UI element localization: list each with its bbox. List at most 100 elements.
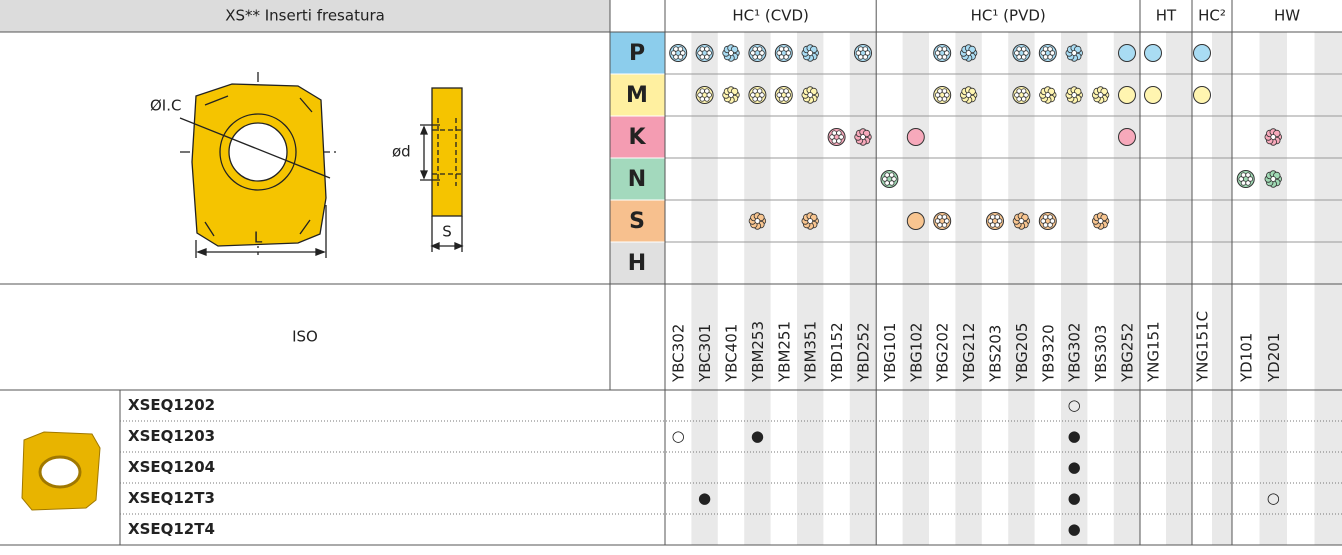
application-icon <box>854 128 872 146</box>
application-icon <box>1091 212 1110 230</box>
icon-petal <box>1245 172 1251 178</box>
column-stripe <box>1008 32 1035 545</box>
grade-label: YBC401 <box>723 324 741 383</box>
icon-petal <box>1047 222 1053 228</box>
icon-petal <box>937 54 943 60</box>
icon-petal <box>1021 88 1027 94</box>
icon-petal <box>994 214 1000 220</box>
column-stripe <box>1061 32 1088 545</box>
column-stripe <box>1314 32 1342 545</box>
icon-petal <box>990 222 996 228</box>
icon-petal <box>699 54 705 60</box>
icon-circle <box>1193 44 1211 62</box>
icon-petal <box>944 92 950 98</box>
grade-label: YD201 <box>1265 333 1283 383</box>
icon-petal <box>776 50 782 56</box>
icon-petal <box>1040 218 1046 224</box>
icon-petal <box>1047 214 1053 220</box>
column-stripe <box>849 32 877 545</box>
group-header: HC¹ (PVD) <box>971 7 1046 25</box>
icon-petal <box>704 46 710 52</box>
icon-petal <box>680 50 686 56</box>
application-icon <box>1118 44 1136 62</box>
icon-petal <box>1047 54 1053 60</box>
application-icon <box>1193 86 1211 104</box>
icon-circle <box>906 212 925 230</box>
material-letter: P <box>629 41 645 66</box>
application-icon <box>695 44 714 62</box>
icon-petal <box>750 50 756 56</box>
icon-petal <box>699 96 705 102</box>
grade-label: YNG151 <box>1145 321 1163 383</box>
icon-petal <box>1021 96 1027 102</box>
application-icon <box>1065 86 1083 104</box>
insert-thumbnail <box>21 431 101 511</box>
application-icon <box>959 86 978 104</box>
application-icon <box>1118 128 1136 146</box>
icon-petal <box>752 96 758 102</box>
icon-petal <box>783 96 789 102</box>
icon-petal <box>987 218 994 224</box>
insert-name: XSEQ1204 <box>128 458 215 476</box>
application-icon <box>748 44 767 62</box>
icon-center <box>965 50 972 56</box>
grade-label: YD101 <box>1237 333 1255 383</box>
icon-petal <box>862 54 868 60</box>
insert-drawing <box>179 72 464 258</box>
grade-label: YBG202 <box>934 323 952 383</box>
icon-petal <box>889 180 895 186</box>
icon-petal <box>1023 50 1029 56</box>
application-icon <box>695 86 714 104</box>
icon-petal <box>759 50 765 56</box>
application-icon <box>959 44 978 62</box>
material-cell <box>609 73 666 117</box>
icon-petal <box>759 92 765 98</box>
icon-petal <box>673 46 679 52</box>
application-icon <box>1038 44 1057 62</box>
icon-petal <box>882 176 888 182</box>
application-icon <box>1264 128 1282 146</box>
length-label: L <box>254 229 263 247</box>
insert-name: XSEQ12T3 <box>128 489 215 507</box>
column-stripe <box>744 32 771 545</box>
icon-center <box>1270 134 1277 140</box>
column-stripe <box>691 32 718 545</box>
icon-center <box>1097 218 1104 224</box>
icon-petal <box>889 172 895 178</box>
material-letter: K <box>628 125 646 150</box>
column-stripe <box>797 32 824 545</box>
icon-petal <box>783 46 789 52</box>
application-icon <box>906 128 925 146</box>
icon-center <box>1097 92 1104 98</box>
icon-petal <box>941 88 948 94</box>
grade-label: YBG302 <box>1066 323 1084 383</box>
icon-petal <box>776 92 782 98</box>
icon-petal <box>1247 176 1254 182</box>
icon-petal <box>673 54 679 60</box>
icon-petal <box>934 218 941 224</box>
group-header: HC² <box>1198 7 1226 25</box>
icon-petal <box>944 50 950 56</box>
application-mark: ● <box>698 489 711 507</box>
icon-petal <box>934 92 941 98</box>
icon-center <box>754 218 761 224</box>
grade-label: YBC302 <box>670 324 688 383</box>
application-icon <box>1091 86 1110 104</box>
icon-petal <box>1049 50 1056 56</box>
grade-label: YBS303 <box>1092 325 1110 383</box>
icon-petal <box>697 92 703 98</box>
icon-circle <box>1118 86 1136 104</box>
application-icon <box>1065 44 1083 62</box>
material-letter: H <box>628 251 646 276</box>
icon-petal <box>1040 50 1046 56</box>
column-stripe <box>1113 32 1141 545</box>
application-mark: ○ <box>1267 489 1280 507</box>
application-icon <box>801 86 819 104</box>
icon-petal <box>1016 46 1022 52</box>
title-cell <box>0 0 610 32</box>
icon-circle <box>1193 86 1211 104</box>
application-icon <box>774 86 793 104</box>
column-stripe <box>1212 32 1232 545</box>
icon-petal <box>1245 180 1251 186</box>
